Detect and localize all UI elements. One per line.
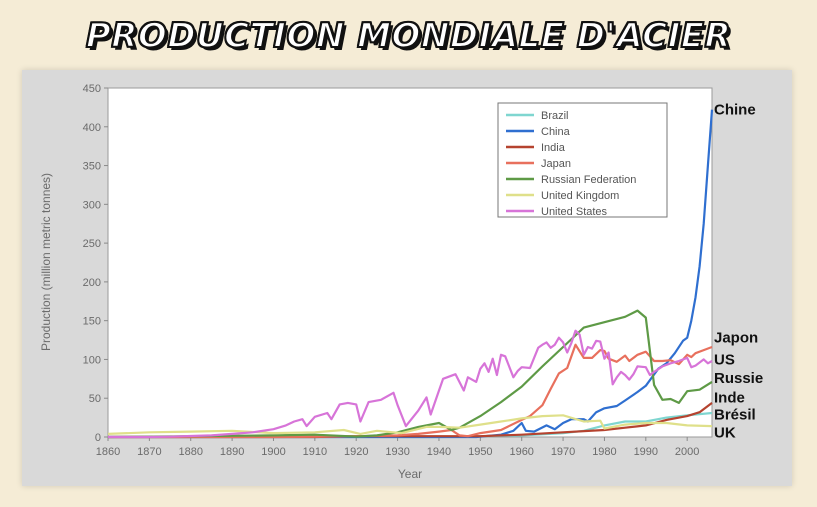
callout-russie: Russie: [714, 370, 763, 387]
chart-panel: 0 50 100 150 200 250 300 350 400 450 1860 1870 1880…: [22, 70, 792, 486]
callout-inde: Inde: [714, 389, 745, 406]
callout-uk: UK: [714, 424, 736, 441]
legend-label-brazil: Brazil: [541, 110, 569, 122]
legend-box: [497, 102, 668, 218]
x-axis-label: Year: [398, 467, 422, 481]
series-line-china: [108, 109, 714, 439]
x-tick-label: 1970: [551, 446, 575, 458]
y-tick-label: 400: [83, 122, 101, 134]
legend-label-india: India: [541, 142, 566, 154]
x-tick-label: 1920: [344, 446, 368, 458]
x-tick-label: 1930: [385, 446, 409, 458]
x-tick-label: 1910: [303, 446, 327, 458]
x-tick-label: 1890: [220, 446, 244, 458]
steel-production-chart: 0 50 100 150 200 250 300 350 400 450 1860 1870 1880…: [39, 83, 763, 481]
banner-title: PRODUCTION MONDIALE D'ACIER: [85, 15, 732, 57]
callout-japon: Japon: [714, 330, 758, 347]
x-tick-label: 2000: [675, 446, 699, 458]
legend-label-united-kingdom: United Kingdom: [541, 190, 619, 202]
x-tick-label: 1880: [178, 446, 202, 458]
callout-br-sil: Brésil: [714, 407, 756, 424]
x-tick-label: 1940: [427, 446, 451, 458]
y-tick-label: 450: [83, 83, 101, 95]
legend: Brazil China India Japan Russian Federation U…: [497, 102, 668, 218]
series-line-united-kingdom: [107, 414, 713, 435]
y-tick-label: 0: [95, 432, 101, 444]
callout-us: US: [714, 351, 735, 368]
legend-items: Brazil China India Japan Russian Federation U…: [506, 110, 636, 218]
y-tick-label: 150: [83, 316, 101, 328]
callout-chine: Chine: [714, 102, 756, 119]
x-axis-ticks: 1860 1870 1880 1890 1900 1910 1920 1930 1940 1950…: [96, 437, 699, 458]
y-axis-label: Production (million metric tonnes): [39, 173, 53, 351]
y-tick-label: 100: [83, 354, 101, 366]
x-tick-label: 1870: [137, 446, 161, 458]
y-tick-label: 300: [83, 199, 101, 211]
series-line-russian-federation: [107, 309, 713, 439]
legend-label-russian-federation: Russian Federation: [541, 174, 636, 186]
y-axis-ticks: 0 50 100 150 200 250 300 350 400 450: [83, 83, 108, 444]
series-lines: [107, 109, 714, 439]
x-tick-label: 1990: [634, 446, 658, 458]
y-tick-label: 200: [83, 277, 101, 289]
legend-label-china: China: [541, 126, 571, 138]
y-tick-label: 250: [83, 238, 101, 250]
x-tick-label: 1950: [468, 446, 492, 458]
series-line-united-states: [108, 329, 713, 439]
x-tick-label: 1980: [592, 446, 616, 458]
y-tick-label: 350: [83, 161, 101, 173]
legend-label-japan: Japan: [541, 158, 571, 170]
x-tick-label: 1960: [509, 446, 533, 458]
banner: PRODUCTION MONDIALE D'ACIER: [0, 0, 817, 70]
x-tick-label: 1860: [96, 446, 120, 458]
y-tick-label: 50: [89, 393, 101, 405]
x-tick-label: 1900: [261, 446, 285, 458]
legend-label-united-states: United States: [541, 206, 608, 218]
series-line-japan: [108, 343, 713, 439]
